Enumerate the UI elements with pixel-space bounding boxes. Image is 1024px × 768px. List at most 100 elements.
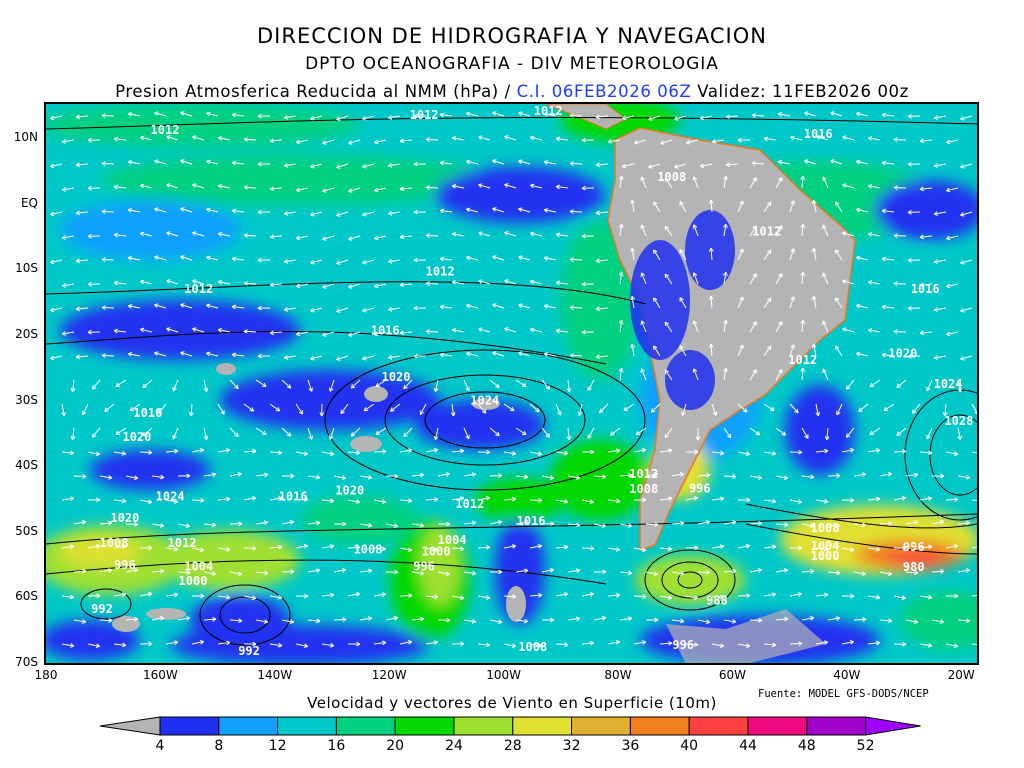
wind-vector bbox=[87, 233, 101, 239]
wind-speed-region bbox=[46, 620, 140, 660]
wind-vector bbox=[139, 450, 153, 455]
isobar bbox=[929, 414, 977, 496]
wind-vector bbox=[905, 520, 919, 525]
wind-vector bbox=[630, 295, 635, 309]
wind-vector bbox=[477, 545, 491, 550]
isobar-label: 1008 bbox=[811, 521, 840, 535]
wind-vector bbox=[403, 379, 413, 390]
wind-vector bbox=[257, 161, 271, 167]
wind-vector bbox=[543, 256, 557, 261]
wind-vector bbox=[413, 257, 427, 263]
wind-vector bbox=[492, 207, 505, 213]
wind-vector bbox=[893, 595, 907, 601]
wind-vector bbox=[139, 499, 153, 505]
wind-vector bbox=[373, 139, 387, 145]
wind-vector bbox=[113, 280, 127, 286]
wind-vector bbox=[283, 307, 297, 312]
wind-vector bbox=[466, 159, 479, 165]
wind-vector bbox=[359, 522, 373, 528]
wind-vector bbox=[905, 619, 919, 624]
wind-vector bbox=[70, 427, 76, 441]
wind-vector bbox=[723, 223, 728, 237]
wind-vector bbox=[841, 639, 855, 645]
wind-vector bbox=[217, 448, 231, 453]
wind-vector bbox=[800, 223, 806, 237]
wind-vector bbox=[763, 345, 772, 357]
wind-vector bbox=[477, 403, 487, 414]
wind-vector bbox=[172, 379, 179, 392]
wind-vector bbox=[492, 111, 505, 117]
wind-vector bbox=[87, 451, 101, 457]
wind-vector bbox=[425, 233, 439, 238]
colorbar-swatch bbox=[571, 716, 631, 736]
wind-vector bbox=[893, 281, 907, 286]
wind-vector bbox=[154, 111, 167, 117]
wind-vector bbox=[154, 207, 167, 213]
isobar-label: 1008 bbox=[518, 640, 547, 654]
wind-vector bbox=[919, 450, 933, 456]
wind-vector bbox=[451, 184, 465, 189]
wind-vector bbox=[800, 271, 806, 285]
wind-vector bbox=[711, 594, 725, 600]
variable-label: Presion Atmosferica Reducida al NMM (hPa… bbox=[115, 82, 517, 101]
wind-vector bbox=[373, 546, 387, 552]
wind-vector bbox=[283, 115, 297, 120]
wind-vector bbox=[49, 115, 63, 121]
wind-vector bbox=[763, 498, 777, 504]
isobar-label: 1008 bbox=[100, 536, 129, 550]
isobar-label: 1012 bbox=[629, 467, 658, 481]
wind-vector bbox=[855, 207, 869, 213]
calm-wind-patch bbox=[216, 363, 236, 375]
wind-vector bbox=[830, 159, 843, 165]
isobar-label: 980 bbox=[903, 560, 925, 574]
wind-vector bbox=[555, 592, 569, 597]
wind-vector bbox=[478, 135, 491, 141]
wind-vector bbox=[971, 499, 977, 501]
wind-vector bbox=[879, 571, 893, 576]
wind-vector bbox=[919, 330, 933, 336]
wind-vector bbox=[373, 499, 387, 504]
wind-vector bbox=[824, 427, 830, 441]
wind-vector bbox=[127, 304, 141, 309]
wind-vector bbox=[893, 545, 907, 551]
wind-vector bbox=[541, 475, 555, 480]
wind-vector bbox=[827, 523, 841, 528]
wind-vector bbox=[841, 547, 855, 553]
colorbar-swatch bbox=[688, 716, 749, 736]
wind-vector bbox=[919, 186, 933, 192]
wind-vector bbox=[439, 112, 453, 118]
wind-vector bbox=[269, 450, 283, 455]
wind-vector bbox=[671, 472, 685, 477]
wind-vector bbox=[49, 355, 63, 361]
wind-vector bbox=[619, 570, 633, 576]
wind-vector bbox=[321, 592, 335, 598]
isobar-label: 1028 bbox=[944, 414, 973, 428]
wind-vector bbox=[541, 567, 555, 573]
wind-vector bbox=[329, 427, 335, 440]
colorbar-tick-label: 36 bbox=[621, 738, 640, 754]
wind-vector bbox=[815, 403, 821, 417]
wind-vector bbox=[811, 343, 817, 357]
wind-vector bbox=[883, 403, 895, 412]
wind-vector bbox=[127, 352, 141, 357]
wind-vector bbox=[127, 160, 141, 165]
wind-vector bbox=[664, 321, 673, 333]
isobar-label: 996 bbox=[903, 540, 925, 554]
wind-vector bbox=[154, 255, 167, 261]
wind-vector bbox=[881, 352, 895, 358]
wind-vector bbox=[775, 273, 783, 285]
wind-vector bbox=[566, 379, 572, 393]
wind-vector bbox=[503, 594, 517, 599]
wind-vector bbox=[385, 569, 399, 575]
wind-vector bbox=[971, 594, 977, 597]
wind-vector bbox=[437, 571, 451, 577]
wind-vector bbox=[581, 449, 595, 455]
wind-vector bbox=[243, 185, 257, 190]
isobar-label: 1012 bbox=[534, 104, 563, 118]
longitude-tick-label: 20W bbox=[947, 668, 975, 682]
wind-vector bbox=[75, 162, 89, 168]
wind-vector bbox=[697, 619, 711, 625]
wind-vector bbox=[451, 232, 465, 237]
wind-vector bbox=[587, 427, 595, 439]
